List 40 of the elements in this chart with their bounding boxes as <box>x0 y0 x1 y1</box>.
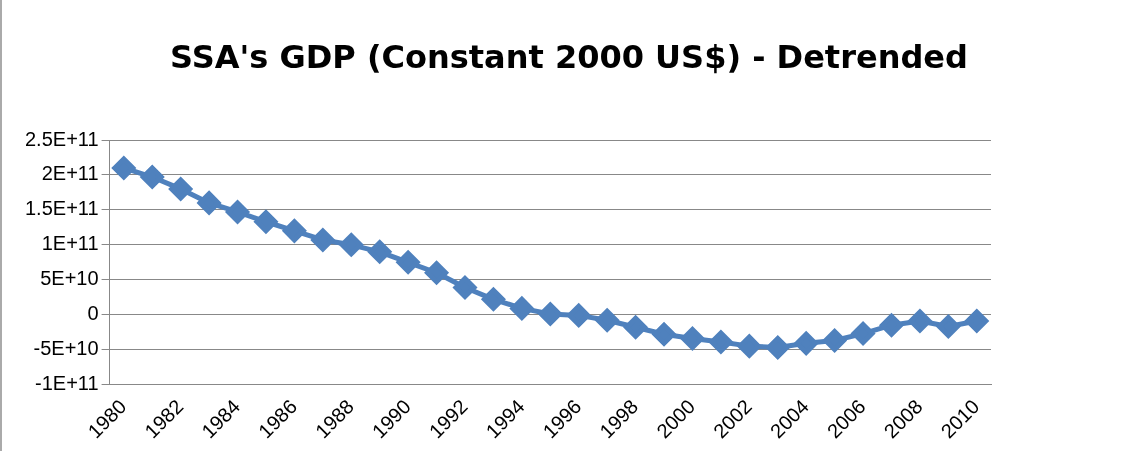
y-tick-label: -5E+10 <box>33 337 99 360</box>
y-tick-label: 0 <box>87 302 99 325</box>
point <box>140 165 164 189</box>
point <box>339 233 363 257</box>
point <box>368 240 392 264</box>
point <box>396 250 420 274</box>
point <box>169 177 193 201</box>
point <box>481 287 505 311</box>
y-tick-label: 1.5E+11 <box>24 197 99 220</box>
point <box>112 156 136 180</box>
point <box>197 191 221 215</box>
point <box>737 334 761 358</box>
point <box>282 219 306 243</box>
point <box>226 200 250 224</box>
point <box>766 336 790 360</box>
chart-title: SSA's GDP (Constant 2000 US$) - Detrended <box>169 38 969 76</box>
y-tick-label: 2.5E+11 <box>24 127 99 150</box>
point <box>794 331 818 355</box>
point <box>567 303 591 327</box>
point <box>595 308 619 332</box>
point <box>652 322 676 346</box>
point <box>510 296 534 320</box>
y-tick-label: 1E+11 <box>41 232 99 255</box>
point <box>965 309 989 333</box>
point <box>311 228 335 252</box>
point <box>879 313 903 337</box>
point <box>936 315 960 339</box>
point <box>908 309 932 333</box>
point <box>709 330 733 354</box>
point <box>538 302 562 326</box>
point <box>254 210 278 234</box>
y-tick-label: 2E+11 <box>41 162 99 185</box>
point <box>624 315 648 339</box>
point <box>823 329 847 353</box>
point <box>425 261 449 285</box>
point <box>851 322 875 346</box>
point <box>453 275 477 299</box>
y-tick-label: 5E+10 <box>40 267 99 290</box>
y-tick-label: -1E+11 <box>35 372 99 395</box>
point <box>680 326 704 350</box>
